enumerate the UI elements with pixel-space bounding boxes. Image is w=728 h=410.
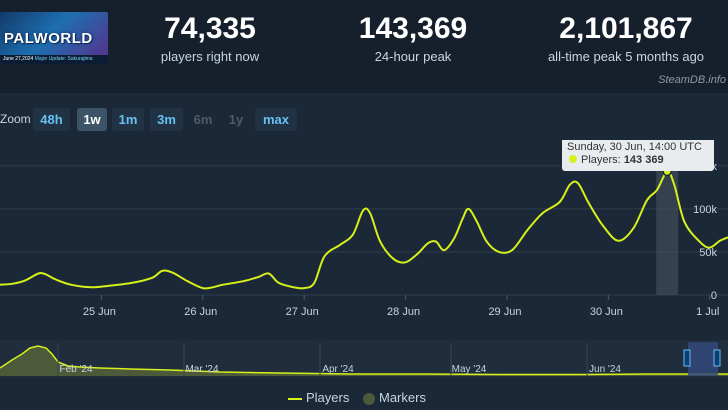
legend-markers-label: Markers <box>379 390 426 405</box>
legend-markers[interactable]: Markers <box>363 388 426 408</box>
zoom-6m-button: 6m <box>193 112 213 127</box>
navigator-area <box>0 346 728 376</box>
legend-players-label: Players <box>306 390 350 405</box>
stat-label: all-time peak 5 months ago <box>547 49 705 64</box>
stat-24h-peak: 143,369 24-hour peak <box>348 12 478 66</box>
zoom-max-button[interactable]: max <box>255 108 297 131</box>
stat-label: players right now <box>160 49 260 64</box>
tooltip-title: Sunday, 30 Jun, 14:00 UTC <box>567 141 702 153</box>
legend-markers-dot <box>363 392 375 405</box>
tooltip-series: Players: 143 369 <box>581 154 664 166</box>
navigator[interactable]: Feb '24 Mar '24 Apr '24 May '24 Jun '24 <box>0 340 728 378</box>
tooltip-box <box>562 140 714 171</box>
hover-band <box>656 170 679 295</box>
navigator-tick-label: Feb '24 <box>59 364 92 375</box>
players-series-line[interactable] <box>0 170 728 290</box>
x-tick-label: 26 Jun <box>184 306 217 318</box>
navigator-tick-label: Apr '24 <box>322 364 354 375</box>
stat-value: 74,335 <box>164 12 256 45</box>
navigator-right-handle[interactable] <box>713 349 721 367</box>
zoom-48h-button[interactable]: 48h <box>33 108 70 131</box>
x-tick-label: 25 Jun <box>83 306 116 318</box>
x-tick-label: 1 Jul <box>696 306 719 318</box>
x-tick-label: 27 Jun <box>286 306 319 318</box>
zoom-1m-button[interactable]: 1m <box>112 108 144 131</box>
x-tick-label: 30 Jun <box>590 306 623 318</box>
legend-players[interactable]: Players <box>288 388 349 408</box>
y-tick-label: 100k <box>693 204 717 216</box>
stat-value: 2,101,867 <box>559 12 693 45</box>
stat-current-players: 74,335 players right now <box>150 12 270 66</box>
zoom-3m-button[interactable]: 3m <box>150 108 183 131</box>
stats-header: PALWORLD June 27,2024 Major Update: Saku… <box>0 0 728 93</box>
tooltip-series-dot <box>569 155 577 163</box>
update-banner: June 27,2024 Major Update: Sakurajima <box>0 55 108 64</box>
y-axis: 050k100k150k <box>693 161 717 302</box>
stat-label: 24-hour peak <box>374 49 452 64</box>
chart-legend: Players Markers <box>0 388 728 408</box>
x-axis: 25 Jun 26 Jun 27 Jun 28 Jun 29 Jun 30 Jun 1 Ju… <box>83 295 719 318</box>
legend-players-line <box>288 397 302 400</box>
chart-grid <box>0 165 728 296</box>
banner-date: June 27,2024 <box>3 56 34 62</box>
chart-tooltip: Sunday, 30 Jun, 14:00 UTC Players: 143 3… <box>562 140 714 171</box>
stat-value: 143,369 <box>358 12 468 45</box>
stat-all-time-peak: 2,101,867 all-time peak 5 months ago <box>536 12 716 66</box>
tooltip-series-label: Players: <box>581 154 621 166</box>
navigator-left-handle[interactable] <box>683 349 691 367</box>
y-tick-label: 0 <box>711 290 717 302</box>
game-hero-image[interactable]: PALWORLD June 27,2024 Major Update: Saku… <box>0 12 108 64</box>
x-tick-label: 28 Jun <box>387 306 420 318</box>
x-tick-label: 29 Jun <box>488 306 521 318</box>
navigator-tick-label: Mar '24 <box>185 364 218 375</box>
y-tick-label: 50k <box>699 247 717 259</box>
navigator-line <box>0 345 728 376</box>
steamdb-credit[interactable]: SteamDB.info <box>658 74 726 86</box>
navigator-tick-label: Jun '24 <box>589 364 621 375</box>
zoom-1w-button[interactable]: 1w <box>77 108 107 131</box>
tooltip-value: 143 369 <box>624 154 664 166</box>
navigator-tick-label: May '24 <box>452 364 487 375</box>
navigator-axis: Feb '24 Mar '24 Apr '24 May '24 Jun '24 <box>57 343 621 376</box>
zoom-label: Zoom <box>0 112 31 126</box>
game-logo: PALWORLD <box>4 30 93 47</box>
banner-update: Major Update: Sakurajima <box>34 56 93 62</box>
zoom-1y-button: 1y <box>228 112 244 127</box>
navigator-selection[interactable] <box>688 342 718 376</box>
